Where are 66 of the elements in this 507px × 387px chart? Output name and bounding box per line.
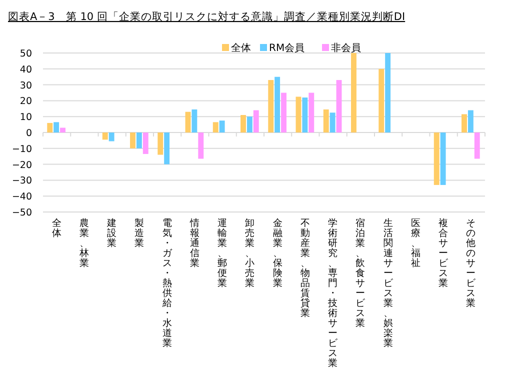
x-tick-label: 運輸業、郵便業 xyxy=(218,217,228,289)
category-label: 不動産業、物品賃貸業 xyxy=(300,218,310,319)
y-tick-label: −20 xyxy=(12,160,32,171)
category-label: 宿泊業、飲食サービス業 xyxy=(356,218,366,329)
bar xyxy=(54,122,60,132)
bar xyxy=(47,122,53,132)
bar xyxy=(274,76,280,132)
bar xyxy=(440,132,446,185)
bar xyxy=(323,109,329,132)
y-tick-label: −10 xyxy=(12,144,32,155)
x-tick-label: 卸売業、小売業 xyxy=(245,217,256,289)
bar xyxy=(212,122,218,132)
legend-label: 非会員 xyxy=(331,42,361,54)
bar xyxy=(336,80,342,132)
bar xyxy=(281,92,286,132)
x-tick-label: 製造業 xyxy=(134,217,145,249)
category-label: その他のサービス業 xyxy=(466,218,476,309)
y-tick-label: 20 xyxy=(20,96,32,108)
category-label: 電気・ガス・熱供給・水道業 xyxy=(162,218,172,349)
bar xyxy=(330,112,336,132)
chart-title: 図表A－3 第 10 回「企業の取引リスクに対する意識」調査／業種別業況判断DI xyxy=(8,10,406,23)
x-tick-label: 全体 xyxy=(52,217,62,239)
bar xyxy=(468,110,474,132)
y-tick-label: 10 xyxy=(20,112,32,124)
bar xyxy=(192,109,198,132)
bar xyxy=(108,132,114,142)
bar xyxy=(130,132,136,148)
x-tick-label: 情報通信業 xyxy=(188,217,200,269)
bar xyxy=(102,132,108,140)
x-tick-label: 医療、福祉 xyxy=(410,218,421,269)
x-tick-label: 建設業 xyxy=(106,217,118,249)
y-tick-label: 30 xyxy=(20,80,32,92)
x-tick-label: 複合サービス業 xyxy=(438,217,450,289)
bar xyxy=(136,132,142,148)
x-tick-label: 金融業、保険業 xyxy=(272,217,283,289)
y-tick-label: −40 xyxy=(12,192,32,203)
bar xyxy=(378,68,384,132)
category-label: 生活関連サービス業、娯楽業 xyxy=(383,218,394,349)
bar xyxy=(268,80,274,132)
bar xyxy=(434,132,440,185)
y-tick-label: 0 xyxy=(26,128,32,139)
y-tick-label: −50 xyxy=(12,208,32,218)
bar xyxy=(240,115,246,132)
legend-label: 全体 xyxy=(231,42,251,54)
bar xyxy=(462,114,467,132)
bar xyxy=(185,112,191,132)
bar xyxy=(308,92,314,132)
bar xyxy=(198,132,204,159)
y-tick-label: 40 xyxy=(20,64,32,76)
category-label: 学術研究、専門・技術サービス業 xyxy=(328,218,338,369)
y-tick-label: 50 xyxy=(20,48,32,60)
bar xyxy=(60,128,66,132)
bar xyxy=(158,132,164,155)
y-tick-label: −30 xyxy=(12,176,32,187)
bar xyxy=(351,53,356,132)
x-tick-label: 農業、林業 xyxy=(78,217,90,269)
bar xyxy=(302,98,308,132)
bar xyxy=(219,120,225,132)
bar xyxy=(385,53,391,132)
bar xyxy=(142,132,148,154)
bar xyxy=(474,132,480,159)
bar xyxy=(164,132,170,164)
bar xyxy=(253,110,259,132)
legend-label: RM会員 xyxy=(269,42,305,54)
bar xyxy=(246,116,252,132)
bar xyxy=(296,96,302,132)
